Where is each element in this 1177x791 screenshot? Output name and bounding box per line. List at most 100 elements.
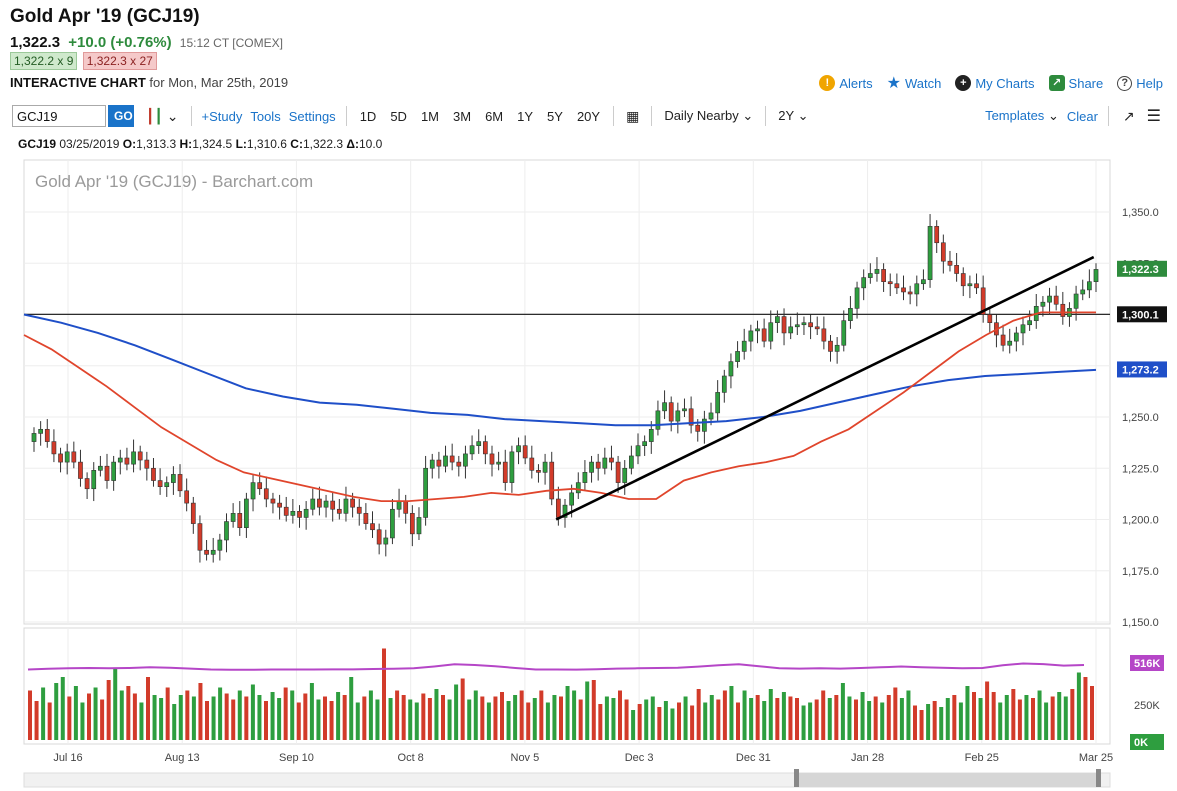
volume-bar [958, 702, 963, 740]
span-dropdown[interactable]: 2Y ⌄ [778, 108, 808, 124]
candle-body [489, 453, 495, 465]
range-1m[interactable]: 1M [420, 108, 439, 124]
x-tick-label: Sep 10 [279, 752, 314, 764]
range-6m[interactable]: 6M [485, 108, 504, 124]
volume-bar [41, 687, 46, 740]
price-change: +10.0 (+0.76%) [68, 34, 172, 51]
volume-bar [991, 692, 996, 740]
candle-body [449, 455, 455, 463]
plus-circle-icon: + [955, 75, 972, 91]
volume-bar [755, 695, 760, 740]
candle-body [224, 521, 229, 541]
candle-body [622, 467, 628, 483]
volume-bar [657, 707, 662, 740]
alerts-label: Alerts [839, 75, 873, 91]
ohlc-close: 1,322.3 [302, 137, 344, 151]
settings-button[interactable]: Settings [288, 108, 336, 124]
trend-line [555, 255, 1095, 521]
symbol-input[interactable] [12, 105, 106, 127]
y-tick-label: 1,150.0 [1122, 617, 1159, 629]
candle-body [907, 291, 913, 295]
candle-body [867, 273, 873, 278]
volume-bar [926, 704, 931, 740]
interactive-date: for Mon, Mar 25th, 2019 [149, 75, 289, 90]
tools-button[interactable]: Tools [250, 108, 281, 124]
candle-body [980, 287, 986, 315]
candle-body [270, 498, 276, 504]
ohlc-symbol: GCJ19 [18, 137, 57, 151]
help-button[interactable]: ? Help [1117, 75, 1163, 91]
candle-body [104, 465, 110, 481]
share-button[interactable]: ↗ Share [1048, 75, 1103, 91]
candle-body [569, 492, 574, 506]
toolbar-divider [345, 106, 347, 126]
volume-bar [749, 698, 754, 740]
study-button[interactable]: +Study [201, 108, 243, 124]
candle-body [496, 461, 501, 465]
alerts-button[interactable]: ! Alerts [819, 75, 873, 91]
candle-body [974, 283, 979, 289]
candle-body [91, 469, 97, 490]
span-label: 2Y [778, 108, 794, 123]
candle-body [894, 283, 900, 289]
templates-dropdown[interactable]: Templates ⌄ [985, 108, 1059, 124]
my-charts-button[interactable]: + My Charts [955, 75, 1035, 91]
volume-bar [1090, 686, 1094, 740]
candle-body [761, 328, 767, 342]
x-tick-label: Jan 28 [851, 752, 884, 764]
candle-body [429, 459, 435, 469]
y-tick-label: 1,225.0 [1122, 463, 1159, 475]
candle-body [157, 480, 163, 487]
volume-bar [198, 683, 203, 740]
volume-bar [506, 701, 511, 740]
y-tick-label: 1,250.0 [1122, 412, 1159, 424]
candle-body [250, 482, 256, 500]
candle-type-icon[interactable]: ┃┃ ⌄ [146, 107, 179, 124]
candle-body [44, 428, 50, 442]
expand-icon[interactable]: ↗ [1122, 107, 1135, 124]
candle-body [244, 498, 249, 529]
toolbar-divider [765, 106, 767, 126]
candle-body [549, 461, 555, 500]
candle-body [290, 510, 296, 516]
candle-body [124, 457, 130, 465]
volume-bar [788, 696, 793, 740]
candle-body [702, 418, 707, 432]
volume-bar [1011, 689, 1016, 740]
volume-bar [309, 683, 314, 740]
volume-bar [1017, 699, 1022, 740]
volume-bar [972, 692, 976, 740]
range-5y[interactable]: 5Y [547, 108, 563, 124]
volume-bar [618, 690, 622, 740]
range-20y[interactable]: 20Y [576, 108, 601, 124]
volume-bar [1031, 698, 1035, 740]
volume-bar [250, 684, 255, 740]
menu-icon[interactable]: ☰ [1146, 108, 1161, 125]
volume-bar [34, 701, 39, 740]
volume-bar [827, 698, 832, 740]
candle-body [509, 451, 515, 483]
period-dropdown[interactable]: Daily Nearby ⌄ [664, 108, 753, 124]
range-1d[interactable]: 1D [359, 108, 377, 124]
volume-tick-label: 516K [1134, 658, 1160, 670]
candle-body [529, 457, 535, 471]
y-tick-label: 1,350.0 [1122, 207, 1159, 219]
volume-bar [185, 690, 190, 740]
volume-bar [454, 684, 459, 740]
volume-bar [611, 698, 616, 740]
watch-button[interactable]: ★ Watch [887, 73, 942, 93]
range-3m[interactable]: 3M [453, 108, 472, 124]
volume-bar [159, 698, 164, 740]
volume-bar [886, 695, 891, 740]
go-button[interactable]: GO [108, 105, 134, 127]
volume-bar [388, 698, 393, 740]
ma50-line [23, 311, 1096, 503]
candle-body [801, 322, 807, 326]
candle-body [204, 549, 209, 555]
calendar-icon[interactable]: ▦ [626, 107, 640, 124]
range-5d[interactable]: 5D [390, 108, 407, 124]
volume-bar [814, 699, 819, 740]
range-1y[interactable]: 1Y [517, 108, 534, 124]
clear-button[interactable]: Clear [1066, 108, 1098, 124]
